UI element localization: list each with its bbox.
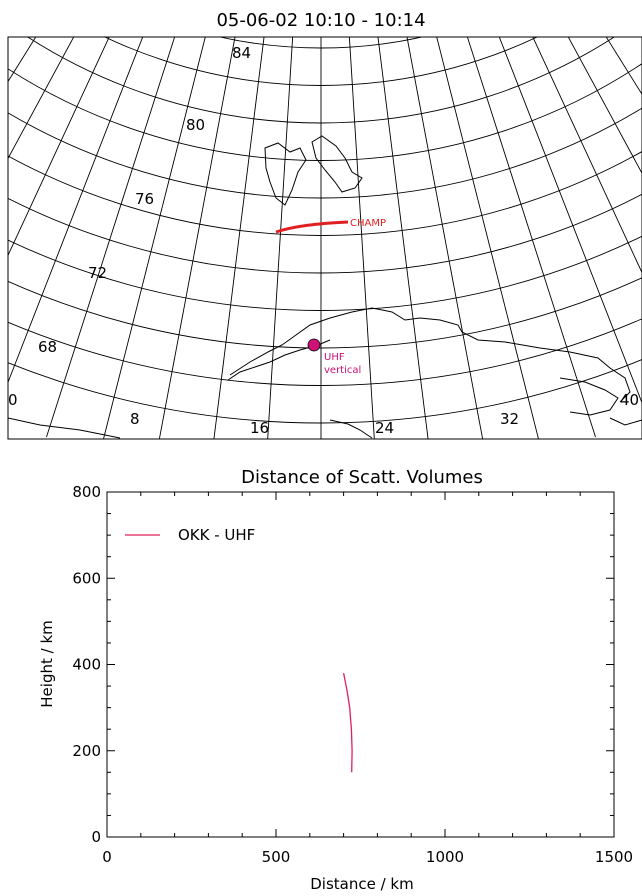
lon-label-32: 32: [500, 410, 519, 428]
west-coast: [8, 417, 121, 439]
longitude-meridian: [8, 37, 110, 257]
champ-track-label: CHAMP: [350, 218, 386, 229]
x-tick-label-0: 0: [102, 848, 112, 866]
svalbard-coast-east: [311, 135, 363, 193]
coastlines: [8, 135, 642, 439]
longitude-meridian: [158, 37, 236, 439]
uhf-station-label: UHF: [324, 352, 345, 363]
longitude-meridian: [532, 37, 642, 274]
x-tick-label-500: 500: [262, 848, 291, 866]
latitude-labels: 84 80 76 72 68: [38, 44, 251, 356]
y-tick-label-200: 200: [72, 742, 101, 760]
y-axis-label: Height / km: [38, 620, 56, 707]
lon-label-0: 0: [8, 391, 18, 409]
x-axis-label: Distance / km: [310, 875, 413, 893]
kola-coast: [559, 377, 619, 416]
lat-label-68: 68: [38, 338, 57, 356]
axis-ticks: [106, 491, 615, 838]
y-tick-label-800: 800: [72, 483, 101, 501]
longitude-meridian: [103, 37, 206, 439]
lat-label-76: 76: [135, 190, 154, 208]
series-line-okk-uhf: [342, 672, 353, 773]
x-tick-label-1500: 1500: [595, 848, 633, 866]
longitude-grid-lines: [8, 37, 642, 439]
legend-label-okk-uhf: OKK - UHF: [178, 526, 255, 544]
uhf-station-sublabel: vertical: [324, 365, 361, 376]
lat-label-80: 80: [186, 116, 205, 134]
longitude-meridian: [348, 37, 375, 439]
longitude-labels: 0 8 16 24 32 40: [8, 391, 639, 437]
y-tick-label-600: 600: [72, 569, 101, 587]
longitude-meridian: [377, 37, 429, 439]
lon-label-40: 40: [620, 391, 639, 409]
longitude-meridian: [213, 37, 265, 439]
legend: OKK - UHF: [125, 526, 255, 544]
longitude-meridian: [567, 37, 642, 175]
scandinavia-coast: [229, 307, 631, 403]
chart-panel: 0 500 1000 1500 0 200 400 600 800 Distan…: [38, 483, 633, 893]
longitude-meridian: [46, 37, 176, 438]
map-frame: [7, 36, 642, 440]
longitude-meridian: [466, 37, 596, 438]
champ-track: [275, 220, 349, 234]
lon-label-8: 8: [130, 410, 140, 428]
east-coast: [609, 417, 642, 426]
lat-label-72: 72: [88, 264, 107, 282]
map-panel: CHAMP UHF vertical 84 80 76 72 68 0 8 16…: [7, 36, 642, 440]
lon-label-24: 24: [375, 419, 394, 437]
longitude-meridian: [406, 37, 484, 439]
y-tick-label-0: 0: [91, 828, 101, 846]
uhf-station-marker: [307, 338, 321, 352]
lat-label-84: 84: [232, 44, 251, 62]
svalbard-coast: [264, 142, 307, 206]
longitude-meridian: [436, 37, 539, 439]
longitude-meridian: [267, 37, 294, 439]
chart-title: Distance of Scatt. Volumes: [241, 467, 483, 488]
longitude-meridian: [8, 37, 144, 384]
map-title: 05-06-02 10:10 - 10:14: [216, 10, 425, 31]
lon-label-16: 16: [250, 419, 269, 437]
y-tick-label-400: 400: [72, 656, 101, 674]
x-tick-label-1000: 1000: [426, 848, 464, 866]
longitude-meridian: [498, 37, 642, 404]
finland-coast-south: [329, 419, 373, 439]
